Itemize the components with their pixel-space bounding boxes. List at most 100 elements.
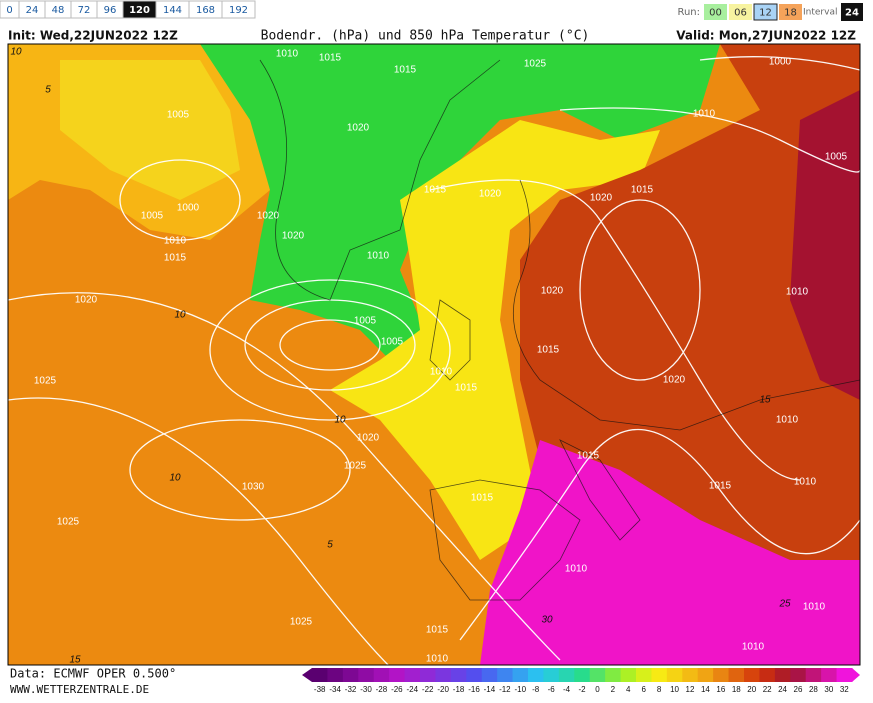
scale-label: -26: [391, 685, 403, 694]
run-button[interactable]: [729, 4, 752, 20]
scale-swatch: [790, 668, 807, 682]
scale-swatch: [450, 668, 467, 682]
scale-swatch: [435, 668, 452, 682]
data-source: Data: ECMWF OPER 0.500°: [10, 667, 176, 681]
step-label[interactable]: 120: [129, 5, 150, 16]
isobar-label: 1020: [347, 123, 370, 134]
step-label[interactable]: 192: [229, 5, 248, 16]
run-button[interactable]: [753, 3, 778, 21]
scale-label: 2: [611, 685, 616, 694]
step-label[interactable]: 96: [104, 5, 117, 16]
isobar-label: 1025: [290, 617, 313, 628]
scale-swatch: [574, 668, 591, 682]
isobar-label: 1015: [709, 481, 732, 492]
temperature-label: 5: [327, 540, 333, 551]
isobar-label: 1010: [803, 602, 826, 613]
scale-label: -6: [548, 685, 556, 694]
temperature-label: 10: [174, 310, 186, 321]
scale-label: -16: [468, 685, 480, 694]
yellow-area: [60, 60, 240, 200]
isobar-label: 1010: [786, 287, 809, 298]
map-frame: [7, 43, 861, 666]
very-hot-area: [790, 90, 860, 400]
scale-arrow: [302, 668, 312, 682]
run-label[interactable]: 12: [759, 8, 772, 19]
scale-label: 30: [824, 685, 833, 694]
temperature-label: 5: [45, 85, 51, 96]
top-bar: 0 24 48 72 96 120 144 168 192 Run: 00 06 12 18 Interva…: [0, 0, 863, 21]
scale-label: 26: [794, 685, 803, 694]
isobar-label: 1015: [537, 345, 560, 356]
interval-box[interactable]: [841, 3, 863, 21]
isobar-label: 1015: [394, 65, 417, 76]
scale-swatch: [759, 668, 776, 682]
temperature-label: 30: [541, 615, 553, 626]
isobar-label: 1025: [57, 517, 80, 528]
isobar-label: 1010: [426, 654, 449, 665]
isobar-label: 1020: [541, 286, 564, 297]
isobar-label: 1010: [565, 564, 588, 575]
scale-swatch: [744, 668, 760, 682]
interval-value[interactable]: 24: [845, 8, 859, 19]
scale-swatch: [404, 668, 421, 682]
scale-swatch: [497, 668, 514, 682]
scale-label: 6: [641, 685, 646, 694]
site-name: WWW.WETTERZENTRALE.DE: [10, 683, 149, 696]
scale-swatch: [666, 668, 683, 682]
isobar-label: 1005: [381, 337, 404, 348]
isobar-label: 1010: [164, 236, 187, 247]
isobar-label: 1015: [631, 185, 654, 196]
isobar-label: 1015: [471, 493, 494, 504]
scale-label: 22: [763, 685, 772, 694]
temperature-label: 15: [69, 655, 81, 666]
scale-swatch: [543, 668, 560, 682]
isobar-label: 1015: [455, 383, 478, 394]
step-label[interactable]: 72: [78, 5, 91, 16]
step-tab[interactable]: [221, 0, 256, 19]
step-label[interactable]: 0: [6, 5, 12, 16]
scale-swatch: [821, 668, 838, 682]
isobar-label: 1020: [357, 433, 380, 444]
scale-swatch: [558, 668, 575, 682]
isobar-label: 1025: [344, 461, 367, 472]
init-time: Init: Wed,22JUN2022 12Z: [8, 29, 178, 43]
isobar-label: 1015: [319, 53, 342, 64]
scale-arrow: [852, 668, 860, 682]
step-label[interactable]: 24: [26, 5, 39, 16]
step-label[interactable]: 168: [196, 5, 215, 16]
run-button[interactable]: [779, 4, 802, 20]
scale-swatch: [512, 668, 529, 682]
isobar-label: 1000: [177, 203, 200, 214]
scale-label: -28: [376, 685, 388, 694]
isobar-label: 1030: [242, 482, 265, 493]
scale-swatch: [636, 668, 652, 682]
isobar-label: 1005: [825, 152, 848, 163]
step-label[interactable]: 48: [52, 5, 65, 16]
run-label[interactable]: 18: [784, 8, 797, 19]
scale-label: -2: [578, 685, 586, 694]
step-label[interactable]: 144: [163, 5, 182, 16]
color-scale: -38 -34 -32 -30 -28 -26 -24 -22 -20 -18 -16 -14 -12-…: [302, 668, 860, 694]
temperature-label: 10: [334, 415, 346, 426]
scale-label: -20: [437, 685, 449, 694]
scale-swatch: [327, 668, 344, 682]
scale-swatch: [728, 668, 745, 682]
scale-swatch: [605, 668, 622, 682]
scale-swatch: [481, 668, 498, 682]
scale-swatch: [651, 668, 668, 682]
cold-area: [200, 44, 720, 390]
run-label[interactable]: 00: [709, 8, 722, 19]
scale-label: -4: [563, 685, 571, 694]
map-title: Bodendr. (hPa) und 850 hPa Temperatur (°…: [261, 29, 590, 44]
run-button[interactable]: [704, 4, 727, 20]
scale-label: 0: [595, 685, 600, 694]
scale-label: 12: [686, 685, 695, 694]
run-label[interactable]: 06: [734, 8, 747, 19]
interval-label: Interval: [803, 8, 837, 18]
scale-label: 28: [809, 685, 818, 694]
isobar-label: 1005: [141, 211, 164, 222]
yellow-band: [330, 120, 660, 560]
